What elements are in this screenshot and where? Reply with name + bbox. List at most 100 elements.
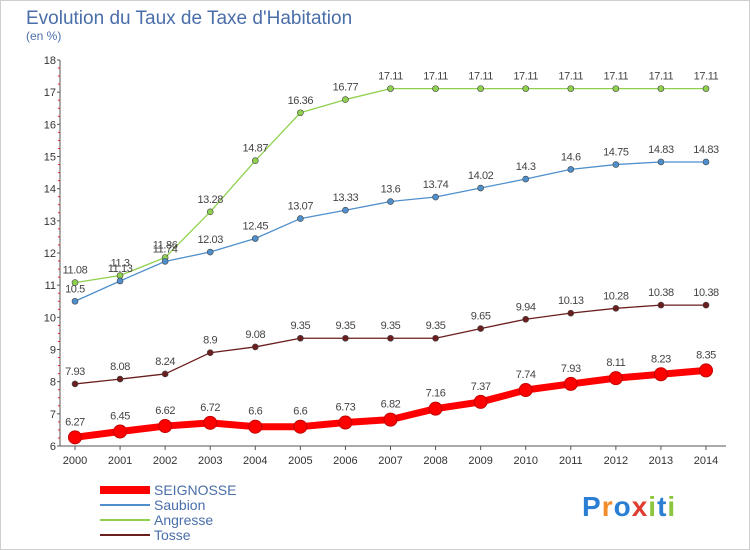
data-label-seignosse: 6.6	[248, 406, 262, 418]
data-point-saubion	[251, 235, 259, 242]
data-point-saubion	[71, 297, 79, 305]
data-point-angresse	[251, 157, 259, 164]
data-point-tosse	[612, 305, 620, 312]
data-point-saubion	[612, 161, 620, 168]
data-label-seignosse: 8.23	[651, 353, 671, 365]
data-point-seignosse	[608, 371, 623, 386]
data-label-angresse: 14.87	[243, 143, 269, 155]
y-tick-label: 16	[44, 119, 56, 131]
proxiti-logo-text: Proxiti	[582, 491, 676, 522]
data-point-angresse	[522, 85, 530, 92]
data-label-angresse: 11.86	[153, 240, 178, 252]
series-line-tosse	[74, 304, 707, 385]
data-point-tosse	[251, 343, 259, 351]
legend-label-seignosse: SEIGNOSSE	[154, 482, 236, 498]
data-point-tosse	[477, 325, 484, 332]
x-tick-label: 2007	[378, 455, 402, 467]
data-point-saubion	[116, 277, 124, 285]
data-label-tosse: 9.65	[471, 311, 491, 323]
data-label-saubion: 14.83	[648, 144, 674, 156]
y-tick-label: 6	[50, 441, 56, 453]
y-tick-label: 18	[44, 55, 56, 67]
data-label-saubion: 13.33	[333, 192, 359, 204]
data-point-angresse	[657, 85, 665, 92]
data-label-saubion: 13.07	[288, 201, 314, 213]
data-label-saubion: 11.13	[108, 263, 133, 275]
y-tick-label: 11	[45, 280, 56, 292]
chart-subtitle: (en %)	[26, 29, 61, 43]
data-point-seignosse	[68, 430, 82, 445]
data-label-seignosse: 6.27	[65, 416, 85, 428]
data-point-saubion	[342, 206, 349, 214]
data-label-angresse: 17.11	[513, 71, 538, 83]
data-label-saubion: 13.74	[423, 179, 449, 191]
data-label-angresse: 16.77	[333, 82, 359, 94]
data-point-seignosse	[428, 401, 443, 416]
data-label-tosse: 10.38	[693, 287, 719, 299]
series-layer	[68, 85, 713, 445]
x-tick-label: 2006	[333, 455, 357, 467]
data-point-saubion	[477, 184, 484, 192]
data-point-tosse	[657, 301, 665, 309]
data-point-seignosse	[473, 394, 488, 409]
data-point-tosse	[567, 309, 575, 317]
data-point-seignosse	[699, 363, 713, 378]
data-label-saubion: 12.03	[197, 234, 223, 246]
x-tick-label: 2011	[559, 455, 583, 467]
data-label-angresse: 16.36	[288, 95, 314, 107]
data-label-seignosse: 6.6	[293, 406, 307, 418]
data-label-tosse: 9.35	[336, 320, 356, 332]
data-label-angresse: 11.3	[111, 258, 130, 270]
data-point-tosse	[206, 349, 214, 357]
x-tick-label: 2010	[513, 455, 537, 467]
data-point-saubion	[657, 158, 665, 166]
y-tick-label: 9	[50, 345, 56, 357]
data-label-tosse: 8.08	[110, 361, 130, 373]
y-tick-label: 12	[44, 248, 56, 260]
x-tick-label: 2000	[63, 455, 87, 467]
data-point-tosse	[71, 380, 79, 388]
y-tick-label: 8	[50, 377, 56, 389]
data-point-seignosse	[338, 415, 353, 430]
data-point-angresse	[71, 279, 79, 286]
data-point-tosse	[161, 370, 169, 378]
data-label-angresse: 17.11	[603, 71, 628, 83]
data-label-tosse: 9.35	[290, 320, 310, 332]
data-point-saubion	[522, 175, 530, 183]
y-tick-label: 17	[44, 87, 56, 99]
data-label-tosse: 9.35	[426, 320, 446, 332]
data-label-saubion: 14.83	[693, 144, 719, 156]
data-label-tosse: 10.38	[648, 287, 674, 299]
data-label-angresse: 17.11	[423, 71, 448, 83]
data-point-seignosse	[158, 419, 173, 434]
data-label-angresse: 17.11	[378, 71, 403, 83]
data-point-saubion	[387, 198, 394, 205]
data-point-saubion	[206, 248, 214, 256]
data-point-seignosse	[563, 376, 578, 391]
data-point-seignosse	[113, 424, 128, 439]
data-label-angresse: 17.11	[649, 71, 674, 83]
data-label-saubion: 11.74	[153, 243, 178, 255]
data-point-tosse	[432, 334, 439, 342]
data-label-saubion: 14.75	[603, 147, 629, 159]
data-point-tosse	[702, 301, 710, 309]
proxiti-logo: Proxiti	[582, 491, 676, 522]
x-tick-label: 2005	[288, 455, 312, 467]
y-tick-label: 7	[50, 409, 56, 421]
data-label-angresse: 13.28	[197, 194, 223, 206]
y-tick-label: 15	[44, 152, 56, 164]
data-label-tosse: 8.24	[155, 356, 175, 368]
data-point-seignosse	[653, 367, 668, 382]
data-point-tosse	[297, 334, 304, 342]
data-point-saubion	[567, 166, 575, 173]
data-point-seignosse	[383, 412, 398, 427]
data-label-saubion: 10.5	[65, 283, 85, 295]
data-point-angresse	[432, 85, 439, 92]
data-label-angresse: 17.11	[558, 71, 583, 83]
legend-label-saubion: Saubion	[154, 497, 205, 513]
x-tick-label: 2002	[153, 455, 177, 467]
y-tick-label: 13	[44, 216, 56, 228]
data-label-tosse: 10.28	[603, 290, 629, 302]
data-label-seignosse: 7.93	[561, 363, 581, 375]
